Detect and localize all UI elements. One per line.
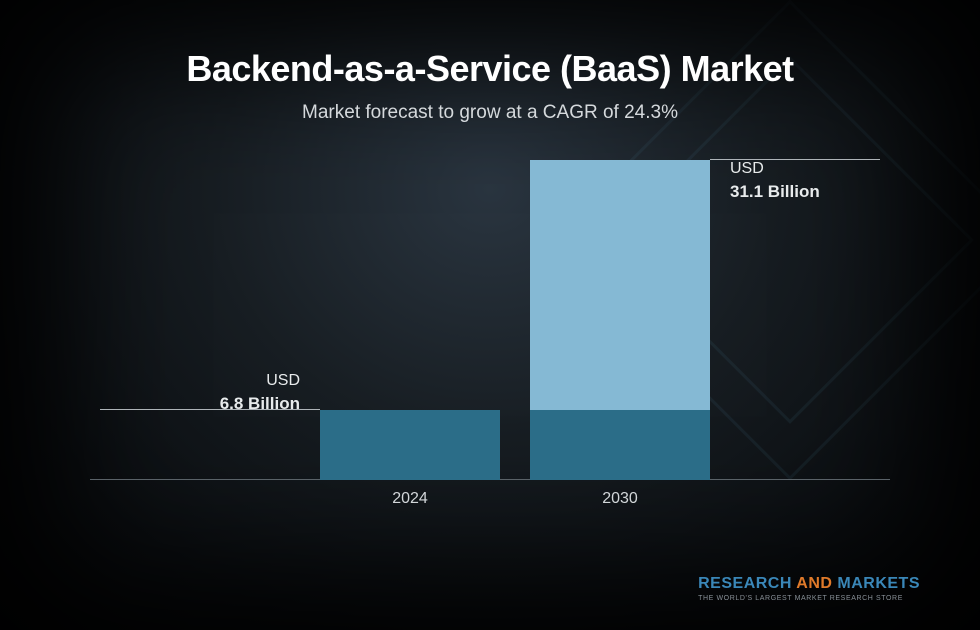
- brand-part-a: RESEARCH: [698, 575, 796, 592]
- brand-tagline: THE WORLD'S LARGEST MARKET RESEARCH STOR…: [698, 595, 920, 602]
- brand-name: RESEARCH AND MARKETS: [698, 575, 920, 593]
- value-label-2024-line2: 6.8 Billion: [130, 392, 300, 416]
- value-label-2030-line2: 31.1 Billion: [730, 180, 900, 204]
- bar-2024: [320, 410, 500, 480]
- main-content: Backend-as-a-Service (BaaS) Market Marke…: [0, 0, 980, 630]
- value-label-2030: USD 31.1 Billion: [730, 158, 900, 204]
- subtitle: Market forecast to grow at a CAGR of 24.…: [0, 102, 980, 124]
- bar-2030: [530, 160, 710, 480]
- value-label-2024-line1: USD: [130, 370, 300, 392]
- bar-chart: 2024 2030 USD 6.8 Billion USD 31.1 Billi…: [90, 160, 890, 510]
- category-label-2024: 2024: [320, 490, 500, 508]
- category-label-2030: 2030: [530, 490, 710, 508]
- connector-2024: [100, 409, 320, 410]
- page-title: Backend-as-a-Service (BaaS) Market: [0, 48, 980, 90]
- brand-part-c: MARKETS: [832, 575, 920, 592]
- value-label-2030-line1: USD: [730, 158, 900, 180]
- bar-2024-base: [320, 410, 500, 480]
- brand-part-b: AND: [796, 575, 832, 592]
- brand-logo: RESEARCH AND MARKETS THE WORLD'S LARGEST…: [698, 575, 920, 602]
- connector-2030: [710, 159, 880, 160]
- bar-2030-overlay: [530, 160, 710, 410]
